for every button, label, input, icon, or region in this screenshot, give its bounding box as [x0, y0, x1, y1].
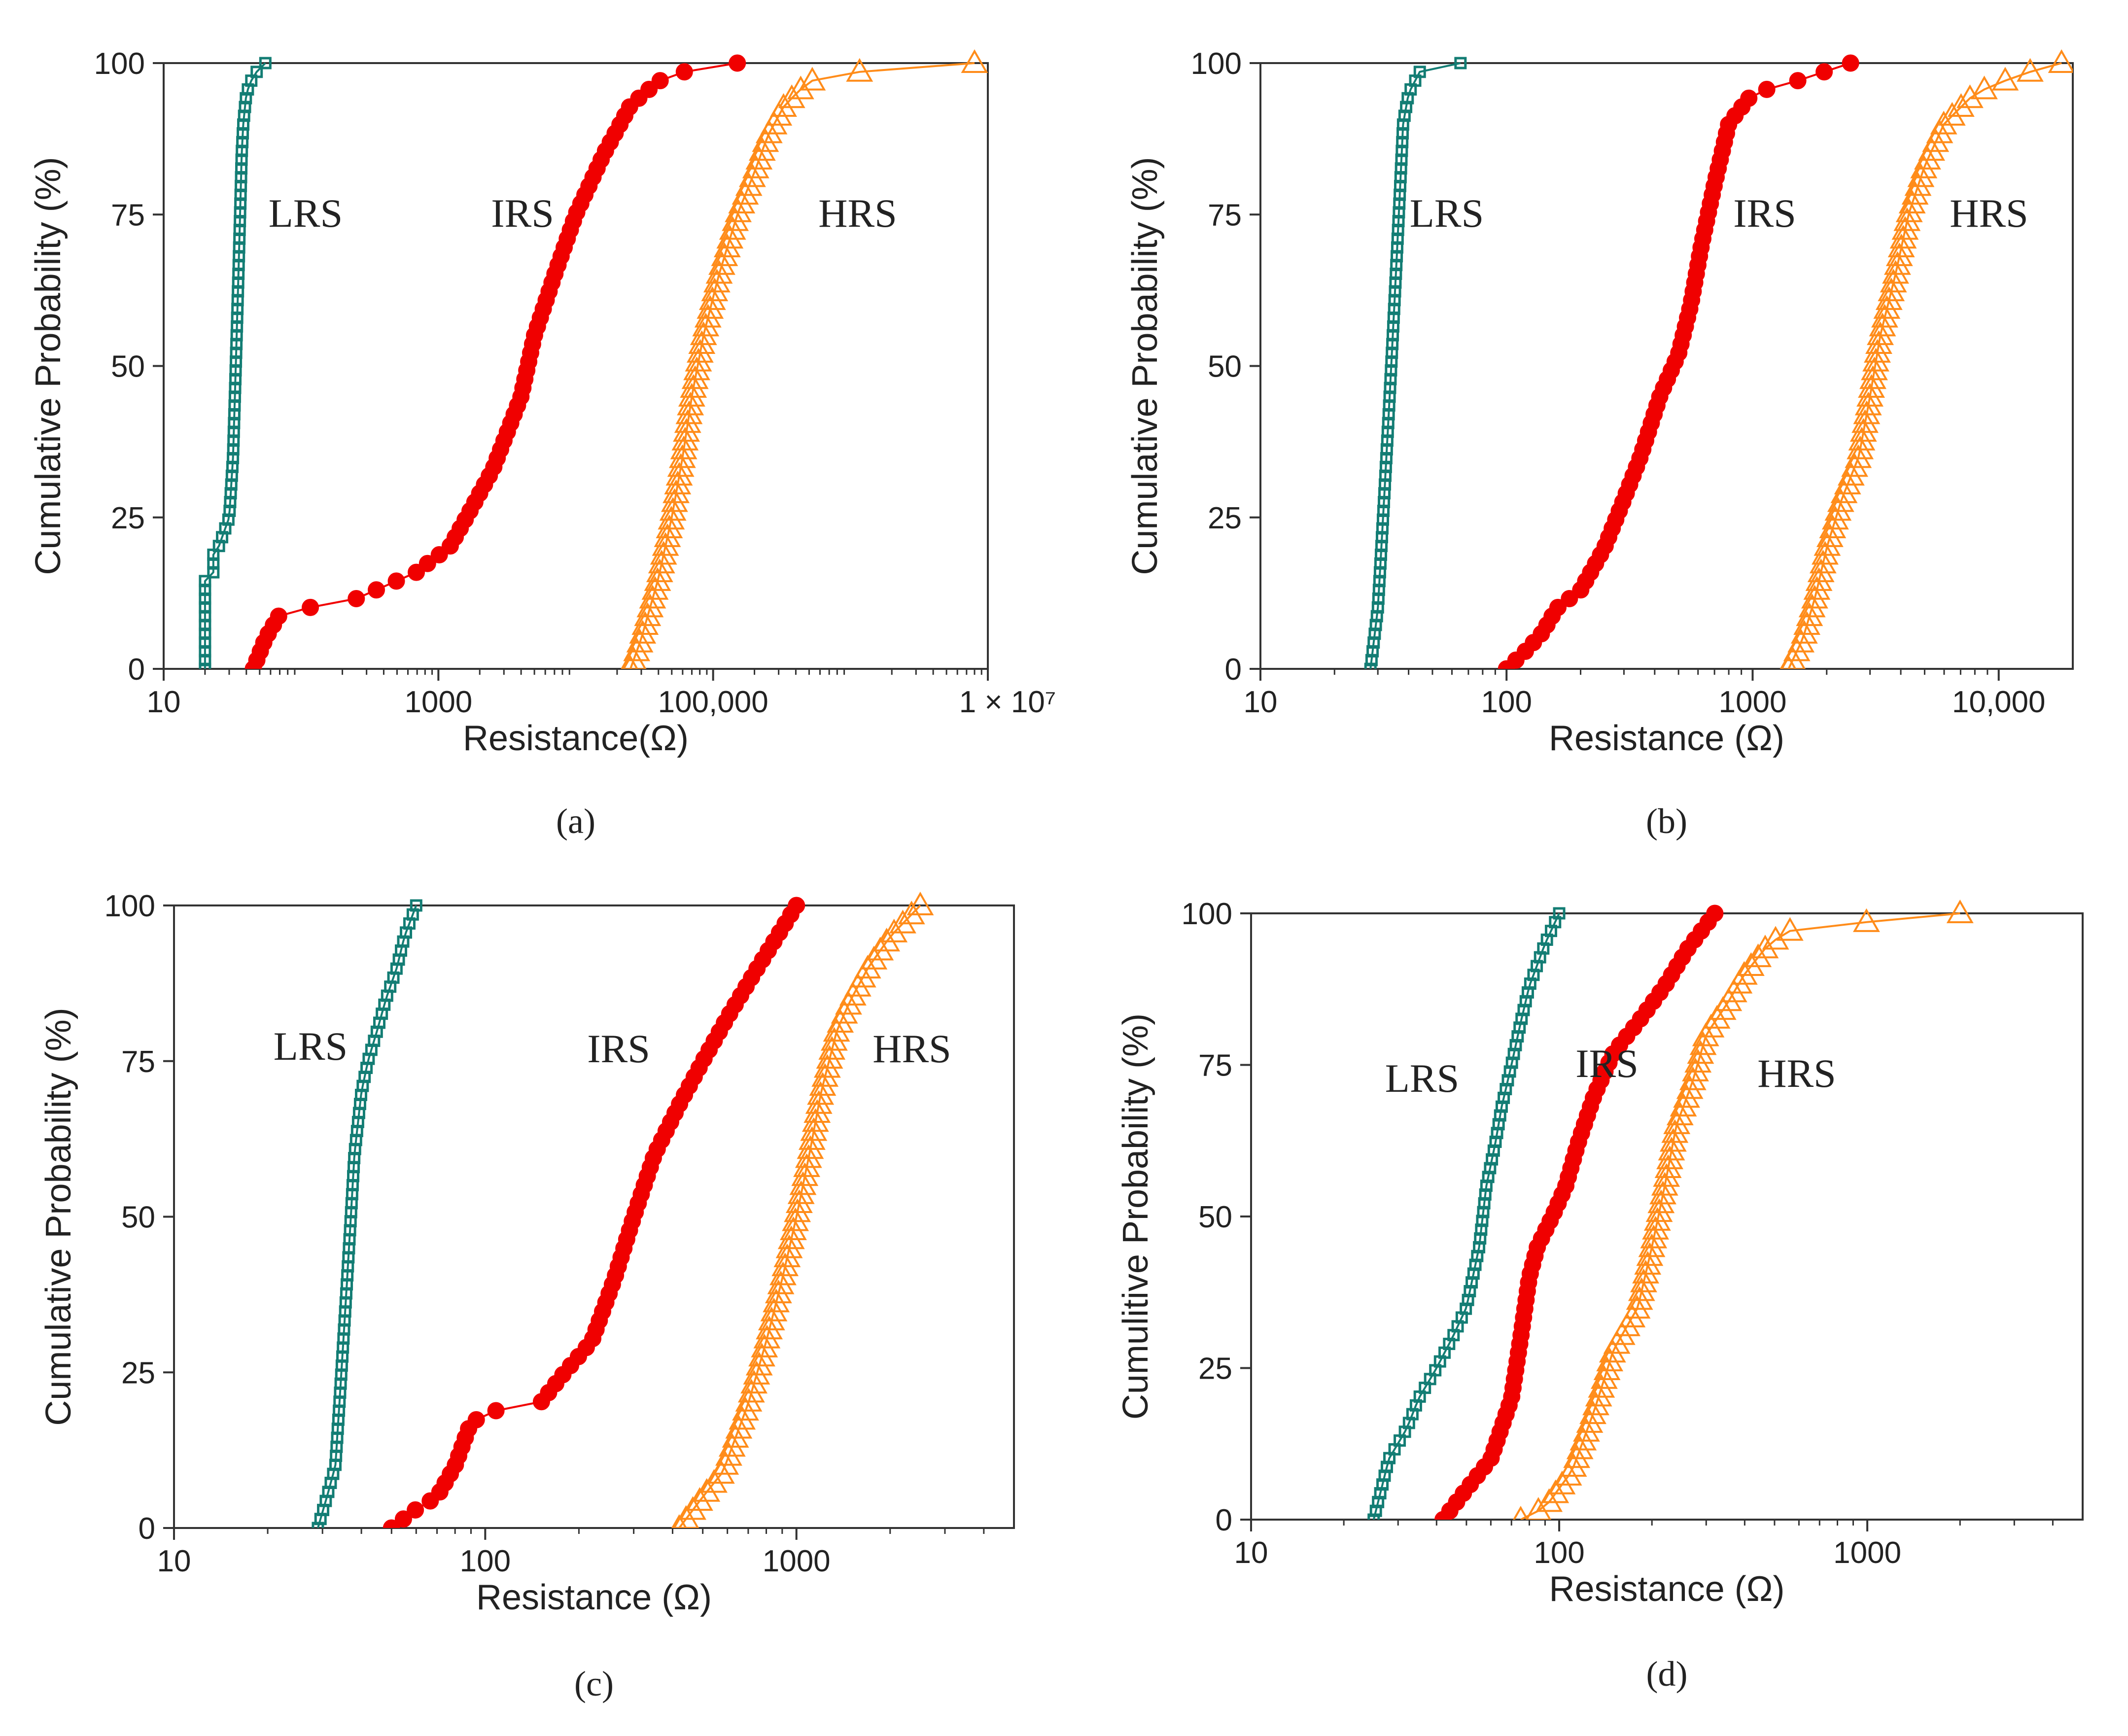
y-tick-label: 25 [111, 501, 145, 535]
chart-panel-c: 0 25 50 75 100 10 100 1000 Resistance (Ω) Cumulat… [39, 889, 1015, 1703]
panel-label: (c) [574, 1664, 614, 1703]
annotation-hrs: HRS [872, 1026, 951, 1071]
y-tick-label: 75 [111, 198, 145, 232]
y-tick-label: 75 [1198, 1049, 1232, 1083]
x-tick-label: 1000 [763, 1544, 831, 1578]
panel-label: (a) [556, 801, 595, 841]
y-tick-label: 0 [128, 653, 145, 687]
series-layer [1364, 49, 2073, 669]
series-markers-hrs [1512, 899, 1974, 1520]
x-axis-title: Resistance (Ω) [476, 1578, 712, 1617]
series-layer [199, 49, 988, 669]
y-axis-title: Cumulative Probability (%) [29, 157, 68, 575]
x-tick-label: 100,000 [658, 685, 768, 719]
y-tick-label: 0 [1216, 1503, 1232, 1537]
annotation-irs: IRS [587, 1026, 650, 1071]
x-tick-label: 10,000 [1952, 685, 2046, 719]
annotation-lrs: LRS [1410, 191, 1484, 236]
annotation-irs: IRS [491, 191, 554, 236]
series-layer [312, 891, 934, 1528]
series-markers-lrs [1364, 57, 1467, 669]
series-markers-lrs [1367, 907, 1566, 1520]
y-tick-label: 100 [94, 47, 145, 81]
series-line-hrs [678, 904, 921, 1528]
x-tick-label: 1000 [1719, 685, 1787, 719]
y-tick-label: 75 [1208, 198, 1242, 232]
y-tick-label: 50 [111, 350, 145, 384]
x-tick-label: 10 [1234, 1536, 1268, 1570]
series-layer [1367, 899, 1974, 1520]
series-markers-irs [383, 897, 805, 1528]
x-tick-label: 100 [1534, 1536, 1584, 1570]
y-tick-label: 75 [121, 1045, 155, 1079]
y-tick-label: 100 [1191, 47, 1242, 81]
panel-label: (b) [1646, 801, 1687, 841]
annotation-hrs: HRS [818, 191, 897, 236]
annotation-lrs: LRS [269, 191, 343, 236]
x-tick-label: 100 [1481, 685, 1532, 719]
y-tick-label: 25 [121, 1356, 155, 1390]
chart-panel-b: 0 25 50 75 100 10 100 1000 10,000 Resistance (Ω) C… [1125, 47, 2074, 841]
annotation-lrs: LRS [274, 1024, 348, 1069]
y-axis-title: Cumulative Probability (%) [39, 1007, 78, 1425]
series-line-hrs [1787, 62, 2062, 669]
y-tick-label: 25 [1198, 1352, 1232, 1386]
series-markers-lrs [312, 899, 422, 1528]
series-markers-hrs [1779, 49, 2073, 669]
panel-label: (d) [1646, 1654, 1688, 1694]
x-axis-title: Resistance (Ω) [1549, 719, 1784, 758]
series-line-irs [252, 62, 738, 669]
annotation-hrs: HRS [1950, 191, 2028, 236]
series-markers-lrs [199, 57, 272, 669]
x-tick-label: 1000 [404, 685, 472, 719]
annotation-hrs: HRS [1757, 1051, 1836, 1096]
x-tick-label: 1000 [1833, 1536, 1901, 1570]
y-tick-label: 100 [1182, 897, 1232, 931]
x-tick-label: 100 [460, 1544, 511, 1578]
plot-frame [1250, 912, 2084, 1521]
x-axis-title: Resistance(Ω) [463, 719, 689, 758]
y-tick-label: 50 [1198, 1200, 1232, 1234]
y-tick-label: 50 [1208, 350, 1242, 384]
x-tick-label: 10 [147, 685, 181, 719]
x-axis-title: Resistance (Ω) [1549, 1569, 1785, 1609]
series-markers-hrs [671, 891, 934, 1528]
series-markers-irs [244, 54, 746, 669]
x-tick-label: 1 × 10⁷ [959, 685, 1056, 719]
annotation-irs: IRS [1575, 1041, 1639, 1086]
series-markers-irs [1498, 54, 1859, 669]
series-markers-irs [1434, 904, 1724, 1520]
annotation-irs: IRS [1733, 191, 1796, 236]
plot-frame [173, 904, 1015, 1529]
y-tick-label: 0 [139, 1512, 155, 1546]
series-line-hrs [629, 62, 975, 669]
y-axis-title: Cumulative Probability (%) [1125, 157, 1165, 575]
y-tick-label: 50 [121, 1201, 155, 1235]
y-axis-title: Cumulitive Probability (%) [1116, 1013, 1155, 1420]
chart-panel-d: 0 25 50 75 100 10 100 1000 Resistance (Ω) Cumulit… [1116, 897, 2084, 1694]
plot-frame [163, 62, 989, 670]
y-tick-label: 0 [1225, 653, 1242, 687]
x-tick-label: 10 [1244, 685, 1278, 719]
series-line-hrs [1520, 912, 1960, 1520]
chart-panel-a: 0 25 50 75 100 10 1000 100,000 1 × 10⁷ Resistance… [29, 47, 1056, 841]
y-tick-label: 100 [105, 889, 155, 923]
series-markers-hrs [621, 49, 988, 669]
y-tick-label: 25 [1208, 501, 1242, 535]
annotation-lrs: LRS [1385, 1056, 1459, 1101]
x-tick-label: 10 [157, 1544, 191, 1578]
